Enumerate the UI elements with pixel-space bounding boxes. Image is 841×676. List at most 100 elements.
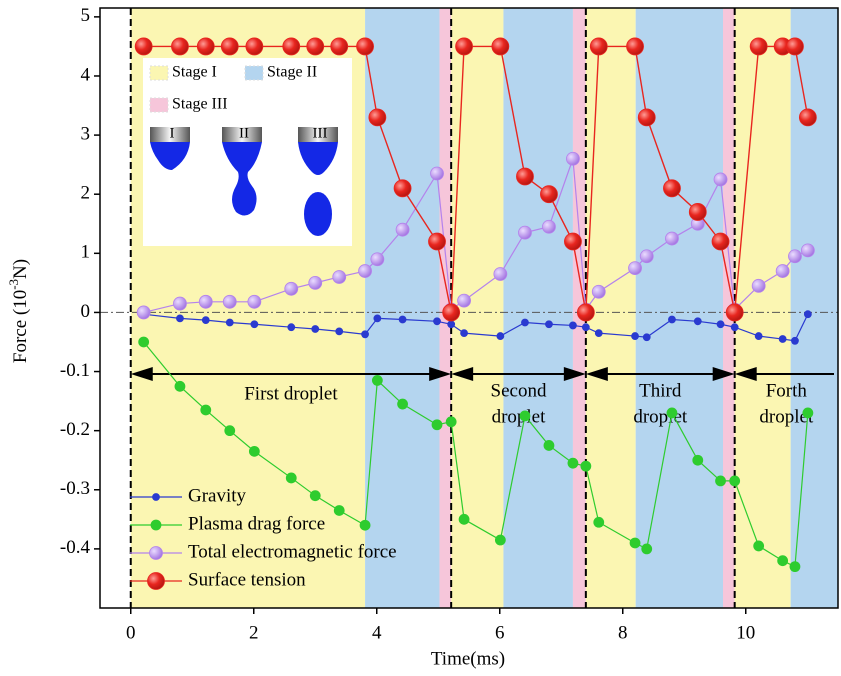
- marker: [226, 319, 233, 326]
- stage-legend-label: Stage II: [267, 64, 317, 81]
- marker: [801, 244, 814, 257]
- marker: [516, 168, 533, 185]
- inset-label: II: [239, 125, 249, 141]
- y-tick-label: 0: [81, 301, 91, 322]
- x-tick-label: 0: [126, 622, 136, 643]
- marker: [249, 446, 259, 456]
- marker: [545, 321, 552, 328]
- marker: [632, 333, 639, 340]
- marker: [731, 324, 738, 331]
- x-tick-label: 10: [736, 622, 755, 643]
- marker: [431, 167, 444, 180]
- marker: [286, 473, 296, 483]
- droplet-label: Third: [639, 380, 682, 401]
- stage-swatch: [150, 66, 168, 80]
- legend-marker: [151, 520, 161, 530]
- marker: [197, 38, 214, 55]
- marker: [456, 38, 473, 55]
- marker: [248, 295, 261, 308]
- marker: [285, 282, 298, 295]
- marker: [521, 319, 528, 326]
- y-tick-label: 5: [81, 5, 91, 26]
- marker: [667, 408, 677, 418]
- marker: [799, 109, 816, 126]
- marker: [689, 203, 706, 220]
- stage-legend-label: Stage III: [172, 96, 228, 113]
- x-tick-label: 6: [495, 622, 505, 643]
- x-tick-label: 2: [249, 622, 259, 643]
- marker: [135, 38, 152, 55]
- marker: [752, 279, 765, 292]
- marker: [334, 505, 344, 515]
- marker: [360, 520, 370, 530]
- marker: [251, 321, 258, 328]
- marker: [495, 535, 505, 545]
- marker: [443, 304, 460, 321]
- marker: [362, 331, 369, 338]
- y-tick-label: 1: [81, 242, 91, 263]
- marker: [202, 317, 209, 324]
- marker: [336, 328, 343, 335]
- marker: [201, 405, 211, 415]
- stage-swatch: [150, 98, 168, 112]
- droplet-label: droplet: [492, 406, 547, 427]
- marker: [459, 514, 469, 524]
- marker: [520, 411, 530, 421]
- marker: [359, 265, 372, 278]
- marker: [288, 324, 295, 331]
- marker: [398, 399, 408, 409]
- marker: [714, 173, 727, 186]
- marker: [629, 262, 642, 275]
- marker: [139, 337, 149, 347]
- marker: [577, 304, 594, 321]
- marker: [225, 426, 235, 436]
- inset: Stage IStage IIStage IIIIIIIII: [143, 58, 352, 246]
- marker: [630, 538, 640, 548]
- marker: [750, 38, 767, 55]
- x-axis-label: Time(ms): [431, 648, 505, 669]
- marker: [396, 223, 409, 236]
- chart: 543210-0.1-0.2-0.3-0.40246810 First drop…: [0, 0, 841, 676]
- y-axis-label: Force (10-3N): [6, 259, 31, 363]
- marker: [518, 226, 531, 239]
- marker: [803, 408, 813, 418]
- droplet-label: droplet: [633, 406, 688, 427]
- marker: [246, 38, 263, 55]
- marker: [399, 316, 406, 323]
- y-tick-label: -0.1: [60, 360, 90, 381]
- marker: [309, 276, 322, 289]
- marker: [369, 109, 386, 126]
- marker: [804, 311, 811, 318]
- marker: [492, 38, 509, 55]
- y-tick-label: 2: [81, 183, 91, 204]
- marker: [790, 562, 800, 572]
- marker: [643, 334, 650, 341]
- marker: [627, 38, 644, 55]
- inset-label: III: [313, 125, 328, 141]
- legend-label: Total electromagnetic force: [188, 541, 397, 562]
- marker: [786, 38, 803, 55]
- marker: [331, 38, 348, 55]
- legend-label: Surface tension: [188, 569, 306, 590]
- marker: [568, 458, 578, 468]
- marker: [663, 180, 680, 197]
- marker: [461, 330, 468, 337]
- marker: [594, 517, 604, 527]
- marker: [458, 294, 471, 307]
- marker: [566, 152, 579, 165]
- marker: [590, 38, 607, 55]
- marker: [716, 476, 726, 486]
- marker: [544, 440, 554, 450]
- marker: [176, 315, 183, 322]
- marker: [494, 268, 507, 281]
- stage-band: [365, 8, 439, 608]
- marker: [374, 315, 381, 322]
- marker: [223, 295, 236, 308]
- stage-band: [503, 8, 572, 608]
- marker: [668, 316, 675, 323]
- stage-band: [636, 8, 723, 608]
- marker: [310, 491, 320, 501]
- marker: [595, 330, 602, 337]
- stage-band: [735, 8, 791, 608]
- marker: [497, 333, 504, 340]
